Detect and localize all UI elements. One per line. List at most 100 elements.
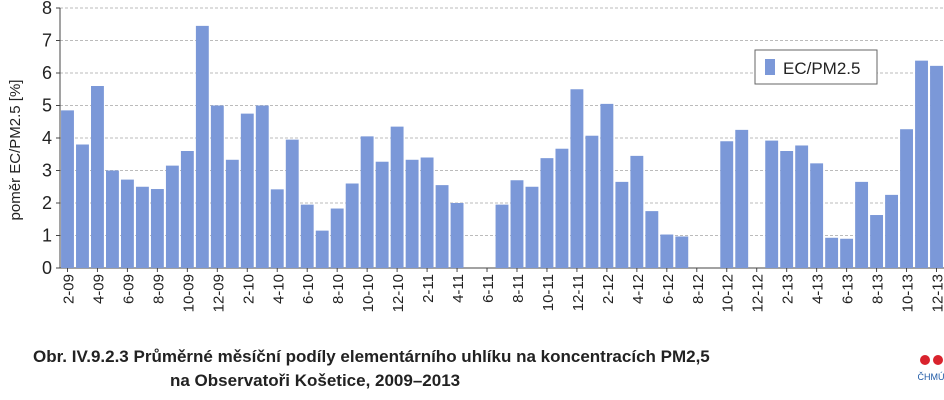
bar xyxy=(435,185,449,268)
x-tick-label: 12-11 xyxy=(570,274,587,311)
bar xyxy=(840,238,854,268)
bar xyxy=(930,65,943,268)
y-tick-label: 7 xyxy=(42,31,52,51)
x-tick-label: 8-09 xyxy=(150,274,167,304)
x-tick-label: 4-10 xyxy=(270,274,287,304)
bar xyxy=(765,140,779,268)
bar xyxy=(390,126,404,268)
bar xyxy=(915,60,928,269)
bar xyxy=(810,163,824,268)
bar xyxy=(630,155,644,268)
bar xyxy=(91,86,104,268)
bar xyxy=(795,145,809,268)
bar xyxy=(645,211,659,268)
x-tick-label: 8-12 xyxy=(690,274,707,304)
x-tick-label: 4-12 xyxy=(630,274,647,304)
y-tick-label: 0 xyxy=(42,258,52,278)
bar xyxy=(225,159,239,268)
x-tick-label: 4-09 xyxy=(90,274,107,304)
bar xyxy=(660,234,674,268)
caption: Obr. IV.9.2.3 Průměrné měsíční podíly el… xyxy=(33,347,710,366)
logo: ČHMÚ xyxy=(918,372,944,382)
y-axis-label: poměr EC/PM2.5 [%] xyxy=(7,80,24,221)
bar xyxy=(900,129,913,268)
bar xyxy=(105,170,119,268)
bar xyxy=(360,136,374,268)
x-tick-label: 2-12 xyxy=(600,274,617,304)
bar xyxy=(76,144,89,268)
bar xyxy=(855,181,869,268)
x-tick-label: 10-12 xyxy=(720,274,737,312)
bar xyxy=(495,204,509,268)
bar xyxy=(240,113,254,268)
x-tick-label: 4-13 xyxy=(810,274,827,304)
bar xyxy=(540,158,554,268)
legend-box xyxy=(754,49,878,85)
bar xyxy=(345,183,359,268)
bar xyxy=(285,139,299,268)
bar xyxy=(300,204,314,268)
bar xyxy=(570,89,584,268)
x-tick-label: 10-09 xyxy=(180,274,197,312)
x-tick-label: 8-11 xyxy=(510,274,527,303)
x-tick-label: 10-13 xyxy=(900,274,917,312)
x-tick-label: 8-13 xyxy=(870,274,887,304)
x-tick-label: 6-09 xyxy=(120,274,137,304)
x-tick-label: 2-11 xyxy=(420,274,437,303)
bar xyxy=(255,105,269,268)
x-tick-label: 2-10 xyxy=(240,274,257,304)
bar xyxy=(315,230,329,268)
y-tick-label: 2 xyxy=(42,193,52,213)
logo-dot xyxy=(920,355,930,365)
bar xyxy=(585,135,599,268)
x-tick-label: 8-10 xyxy=(330,274,347,304)
bar xyxy=(735,129,749,268)
bar xyxy=(150,189,164,268)
bar xyxy=(180,151,194,268)
bar xyxy=(555,148,569,268)
logo-dot xyxy=(933,355,943,365)
bar xyxy=(120,179,134,268)
bar xyxy=(195,25,209,268)
x-tick-label: 12-12 xyxy=(750,274,767,312)
bar xyxy=(165,165,179,268)
y-tick-label: 8 xyxy=(42,0,52,18)
caption: na Observatoři Košetice, 2009–2013 xyxy=(170,371,460,390)
x-tick-label: 2-13 xyxy=(780,274,797,304)
bar xyxy=(870,215,884,268)
bar xyxy=(61,110,74,268)
legend-label: EC/PM2.5 xyxy=(783,59,860,78)
x-tick-label: 2-09 xyxy=(60,274,77,304)
x-tick-label: 12-10 xyxy=(390,274,407,312)
bar xyxy=(270,189,284,268)
y-tick-label: 1 xyxy=(42,226,52,246)
bar xyxy=(405,159,419,268)
bar xyxy=(210,105,224,268)
bar xyxy=(420,157,434,268)
x-tick-label: 6-10 xyxy=(300,274,317,304)
bar xyxy=(615,181,629,268)
y-tick-label: 4 xyxy=(42,128,52,148)
bar xyxy=(525,186,539,268)
x-tick-label: 12-13 xyxy=(930,274,944,312)
x-tick-label: 10-11 xyxy=(540,274,557,311)
x-tick-label: 6-12 xyxy=(660,274,677,304)
bar xyxy=(450,203,464,268)
bar xyxy=(675,236,689,268)
y-tick-label: 5 xyxy=(42,96,52,116)
x-tick-label: 6-13 xyxy=(840,274,857,304)
bar xyxy=(330,208,344,268)
bar xyxy=(135,186,149,268)
x-tick-label: 6-11 xyxy=(480,274,497,303)
bar xyxy=(720,141,734,268)
x-tick-label: 4-11 xyxy=(450,274,467,303)
y-tick-label: 6 xyxy=(42,63,52,83)
bar xyxy=(885,194,899,268)
bar xyxy=(600,103,614,268)
bar xyxy=(780,151,794,268)
bar xyxy=(510,180,524,268)
x-tick-label: 12-09 xyxy=(210,274,227,312)
y-tick-label: 3 xyxy=(42,161,52,181)
legend-swatch xyxy=(765,59,775,75)
